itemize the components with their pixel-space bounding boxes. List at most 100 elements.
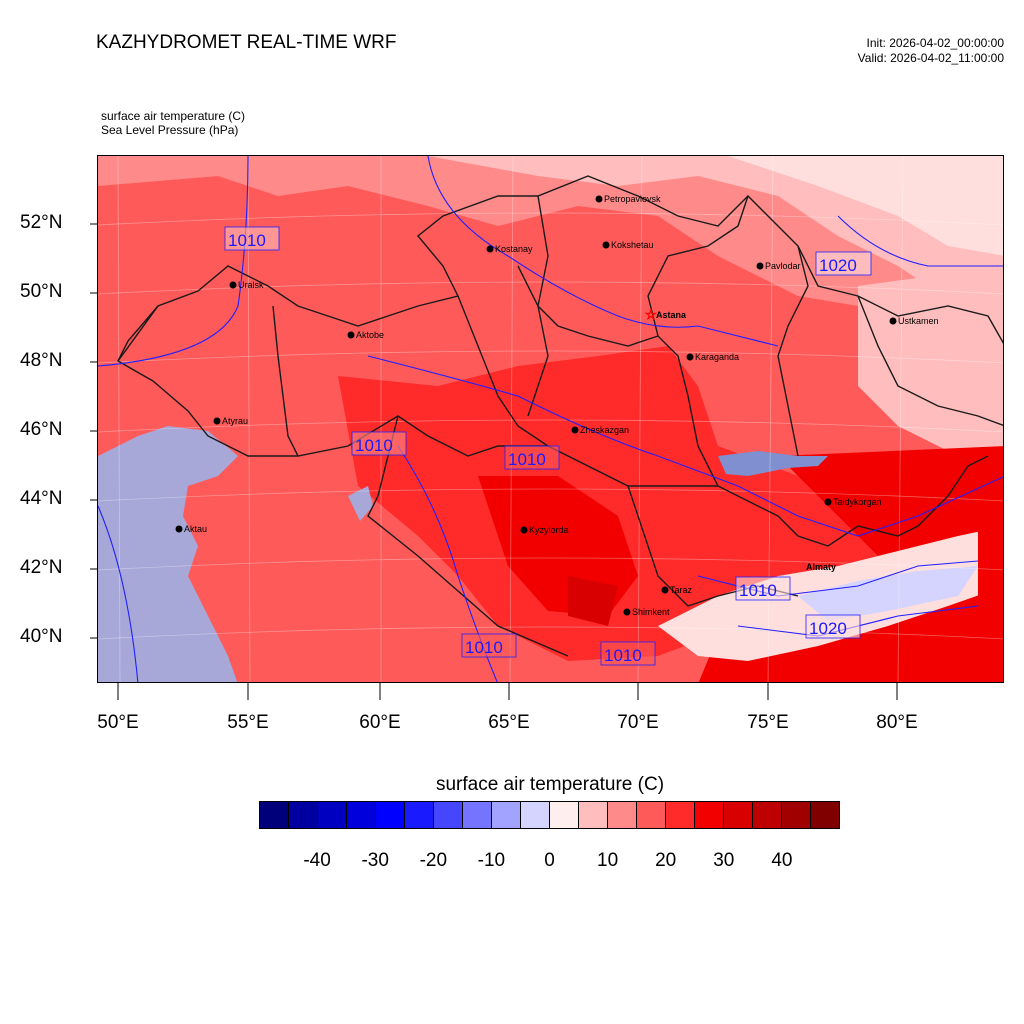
- lat-label-52: 52°N: [20, 212, 63, 233]
- colorbar-label: 30: [713, 850, 735, 871]
- colorbar-swatch: [463, 802, 492, 828]
- graticule: [98, 156, 1003, 682]
- field-temperature: surface air temperature (C): [101, 109, 246, 123]
- pressure-label-6: 1010: [461, 633, 517, 658]
- svg-text:1020: 1020: [809, 619, 847, 638]
- city-layer: Petropavlovsk Kostanay Kokshetau Pavloda…: [175, 194, 939, 617]
- lat-label-42: 42°N: [20, 557, 63, 578]
- city-uralsk[interactable]: Uralsk: [229, 280, 265, 290]
- pressure-labels: 1010 1020 1010 1010 1010 1010 1010 1020: [224, 226, 872, 666]
- svg-text:Aktau: Aktau: [184, 524, 207, 534]
- colorbar-swatch: [434, 802, 463, 828]
- colorbar-title: surface air temperature (C): [435, 774, 665, 795]
- caspian-sea: [98, 426, 238, 682]
- lon-label-50: 50°E: [97, 712, 139, 733]
- pressure-label-1: 1010: [224, 226, 280, 251]
- colorbar-swatch: [811, 802, 839, 828]
- svg-text:Ustkamen: Ustkamen: [898, 316, 939, 326]
- temp-zone-hottest: [568, 576, 618, 626]
- colorbar-swatch: [347, 802, 376, 828]
- colorbar-swatch: [579, 802, 608, 828]
- city-pavlodar[interactable]: Pavlodar: [756, 261, 801, 271]
- svg-text:1010: 1010: [508, 450, 546, 469]
- city-ustkamen[interactable]: Ustkamen: [889, 316, 939, 326]
- city-aktobe[interactable]: Aktobe: [347, 330, 385, 340]
- aral-sea: [348, 486, 373, 521]
- svg-text:1010: 1010: [228, 231, 266, 250]
- colorbar-swatch: [318, 802, 347, 828]
- colorbar-label: -10: [477, 850, 506, 871]
- lon-label-80: 80°E: [876, 712, 918, 733]
- lake-balkhash: [718, 451, 828, 476]
- mountain-snow: [798, 566, 978, 621]
- colorbar-swatch: [666, 802, 695, 828]
- colorbar-label: 20: [655, 850, 677, 871]
- city-shimkent[interactable]: Shimkent: [623, 607, 671, 617]
- colorbar-swatch: [376, 802, 405, 828]
- pressure-label-2: 1020: [815, 251, 872, 276]
- colorbar-swatch: [608, 802, 637, 828]
- city-karaganda[interactable]: Karaganda: [686, 352, 740, 362]
- valid-time: Valid: 2026-04-02_11:00:00: [857, 51, 1004, 65]
- svg-text:Karaganda: Karaganda: [695, 352, 739, 362]
- colorbar-label: 0: [544, 850, 555, 871]
- colorbar-label: -40: [303, 850, 331, 871]
- city-petropavlovsk[interactable]: Petropavlovsk: [595, 194, 662, 204]
- colorbar-swatch: [637, 802, 666, 828]
- colorbar-label: 10: [597, 850, 619, 871]
- city-aktau[interactable]: Aktau: [175, 524, 208, 534]
- field-pressure: Sea Level Pressure (hPa): [101, 123, 239, 137]
- run-times: Init: 2026-04-02_00:00:00 Valid: 2026-04…: [858, 36, 1004, 66]
- region-borders: [117, 175, 1003, 657]
- init-time: Init: 2026-04-02_00:00:00: [866, 36, 1004, 50]
- svg-text:Pavlodar: Pavlodar: [765, 261, 801, 271]
- colorbar-label: -20: [419, 850, 448, 871]
- city-almaty[interactable]: Almaty: [806, 562, 836, 572]
- colorbar-swatch: [521, 802, 550, 828]
- colorbar-label: -30: [361, 850, 389, 871]
- star-icon: ☆: [645, 308, 657, 323]
- city-kostanay[interactable]: Kostanay: [486, 244, 534, 254]
- colorbar-swatch: [550, 802, 579, 828]
- svg-text:Kokshetau: Kokshetau: [611, 240, 654, 250]
- svg-text:Aktobe: Aktobe: [356, 330, 384, 340]
- city-atyrau[interactable]: Atyrau: [213, 416, 249, 426]
- colorbar-label: 40: [771, 850, 793, 871]
- svg-text:1010: 1010: [604, 646, 642, 665]
- city-astana[interactable]: ☆ Astana: [645, 308, 687, 324]
- svg-text:Atyrau: Atyrau: [222, 416, 248, 426]
- svg-text:Astana: Astana: [656, 310, 687, 320]
- temp-zone-coolest: [728, 156, 1003, 256]
- map-panel[interactable]: 1010 1020 1010 1010 1010 1010 1010 1020 …: [97, 155, 1004, 683]
- svg-text:Kostanay: Kostanay: [495, 244, 533, 254]
- svg-text:Almaty: Almaty: [806, 562, 836, 572]
- lon-label-65: 65°E: [488, 712, 530, 733]
- city-zheskazgan[interactable]: Zheskazgan: [571, 425, 630, 435]
- city-kokshetau[interactable]: Kokshetau: [602, 240, 654, 250]
- colorbar-swatch: [753, 802, 782, 828]
- pressure-label-8: 1020: [805, 614, 861, 639]
- colorbar-swatch: [695, 802, 724, 828]
- pressure-label-7: 1010: [600, 641, 656, 666]
- pressure-label-3: 1010: [351, 431, 407, 456]
- colorbar: [259, 801, 840, 829]
- pressure-label-4: 1010: [504, 445, 560, 470]
- lat-label-40: 40°N: [20, 626, 63, 647]
- city-kyzylorda[interactable]: Kyzylorda: [520, 525, 569, 535]
- svg-text:1010: 1010: [355, 436, 393, 455]
- map-canvas: [98, 156, 1003, 682]
- temp-zone-hot: [478, 476, 638, 616]
- colorbar-swatch: [289, 802, 318, 828]
- lon-label-75: 75°E: [747, 712, 789, 733]
- lat-label-48: 48°N: [20, 350, 63, 371]
- svg-text:Petropavlovsk: Petropavlovsk: [604, 194, 661, 204]
- city-taraz[interactable]: Taraz: [661, 585, 693, 595]
- colorbar-swatch: [492, 802, 521, 828]
- svg-text:1020: 1020: [819, 256, 857, 275]
- colorbar-swatch: [260, 802, 289, 828]
- city-taldykorgan[interactable]: Taldykorgan: [824, 497, 882, 507]
- lat-label-46: 46°N: [20, 419, 63, 440]
- colorbar-swatch: [405, 802, 434, 828]
- pressure-label-5: 1010: [735, 576, 791, 601]
- svg-text:Uralsk: Uralsk: [238, 280, 264, 290]
